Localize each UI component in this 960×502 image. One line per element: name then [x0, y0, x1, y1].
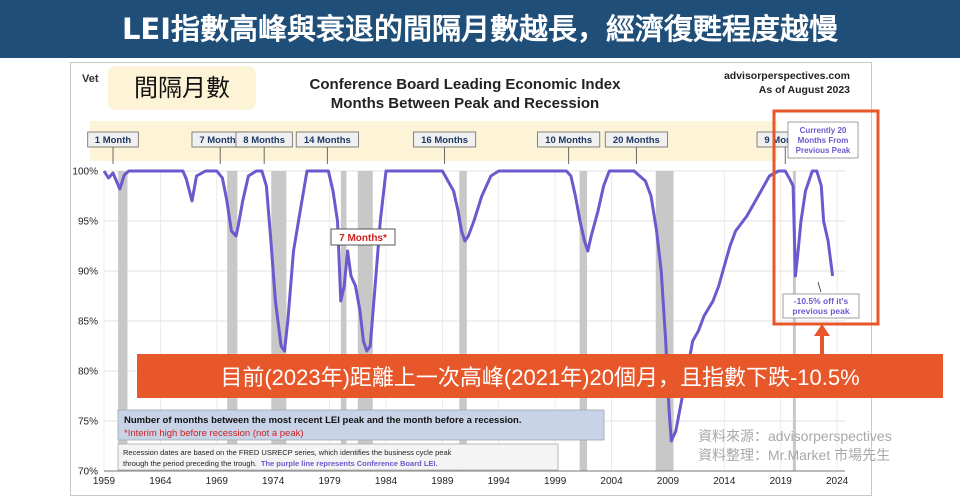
peak-label-box: [604, 131, 668, 148]
x-tick-label: 1994: [488, 476, 511, 487]
y-tick-label: 90%: [78, 267, 98, 278]
x-tick-label: 2024: [826, 476, 849, 487]
footnote-1: Recession dates are based on the FRED US…: [123, 448, 452, 457]
recession-band: [118, 171, 128, 471]
x-tick-label: 2009: [657, 476, 680, 487]
current-highlight-frame: [772, 109, 880, 326]
peak-label: 1 Month: [95, 135, 132, 146]
y-tick-label: 75%: [78, 417, 98, 428]
peak-label: 9 Months: [764, 135, 806, 146]
logo-text: Vet: [82, 73, 99, 85]
legend-line-2: *Interim high before recession (not a pe…: [124, 428, 304, 439]
x-tick-label: 1979: [318, 476, 341, 487]
peak-label: 7 Months: [199, 135, 241, 146]
interim-label: 7 Months*: [339, 233, 387, 244]
drop-note-pointer: [817, 281, 822, 293]
lei-series-line: [102, 169, 835, 443]
chart-title: Conference Board Leading Economic Index: [310, 76, 622, 93]
credit-compiler: 資料整理：Mr.Market 市場先生: [698, 447, 890, 463]
drop-note: -10.5% off it's previous peak: [792, 296, 849, 316]
interval-tag-box: [108, 66, 256, 110]
current-peak-note-box: [787, 121, 859, 159]
y-tick-label: 100%: [72, 167, 98, 178]
peak-labels: 1 Month 7 Months 8 Months 14 Months 16 Month…: [87, 131, 814, 164]
big-caption-box: [137, 354, 943, 398]
recession-band: [227, 171, 238, 471]
peak-label: 14 Months: [304, 135, 351, 146]
x-tick-label: 1989: [431, 476, 454, 487]
axis-ticks: 70% 75% 80% 85% 90% 95% 100% 1959 1964 1969 1974 19…: [72, 167, 848, 488]
peak-label: 20 Months: [613, 135, 660, 146]
peak-label: 8 Months: [243, 135, 285, 146]
footnote-box: [117, 443, 559, 471]
current-peak-note: Currently 20 Months From Previous Peak: [796, 126, 851, 155]
y-tick-label: 85%: [78, 317, 98, 328]
x-tick-label: 2004: [600, 476, 623, 487]
x-tick-label: 2019: [770, 476, 793, 487]
recession-band: [579, 171, 588, 471]
recession-band: [459, 171, 467, 471]
chart-subtitle: Months Between Peak and Recession: [331, 95, 599, 112]
x-tick-label: 1959: [93, 476, 116, 487]
x-tick-label: 1999: [544, 476, 567, 487]
credit-source: 資料來源：advisorperspectives: [698, 428, 892, 444]
peak-label-box: [295, 131, 359, 148]
caption-arrow-head: [814, 324, 830, 336]
legend-box: [117, 409, 605, 441]
x-tick-label: 1969: [206, 476, 229, 487]
interim-label-box: [330, 228, 396, 246]
drop-note-box: [782, 293, 860, 319]
x-tick-label: 2014: [713, 476, 736, 487]
big-caption: 目前(2023年)距離上一次高峰(2021年)20個月，且指數下跌-10.5%: [220, 365, 859, 390]
peak-label-box: [87, 131, 139, 148]
legend-line-1: Number of months between the most recent…: [124, 415, 522, 426]
x-tick-label: 1974: [262, 476, 285, 487]
recession-band: [340, 171, 347, 471]
peak-label: 10 Months: [545, 135, 592, 146]
source-name: advisorperspectives.com: [724, 70, 850, 82]
series-lines: [102, 169, 835, 443]
x-tick-label: 1964: [149, 476, 172, 487]
y-tick-label: 80%: [78, 367, 98, 378]
interval-tag: 間隔月數: [134, 75, 230, 102]
recession-band: [792, 171, 796, 471]
banner-title: LEI指數高峰與衰退的間隔月數越長，經濟復甦程度越慢: [0, 0, 960, 58]
peak-label-box: [413, 131, 477, 148]
peak-label: 16 Months: [421, 135, 468, 146]
y-tick-label: 70%: [78, 467, 98, 478]
x-tick-label: 1984: [375, 476, 398, 487]
y-tick-label: 95%: [78, 217, 98, 228]
peak-label-box: [537, 131, 601, 148]
peak-label-box: [235, 131, 293, 148]
as-of-date: As of August 2023: [759, 84, 850, 96]
footnote-2: through the period preceding the trough.…: [123, 459, 438, 468]
